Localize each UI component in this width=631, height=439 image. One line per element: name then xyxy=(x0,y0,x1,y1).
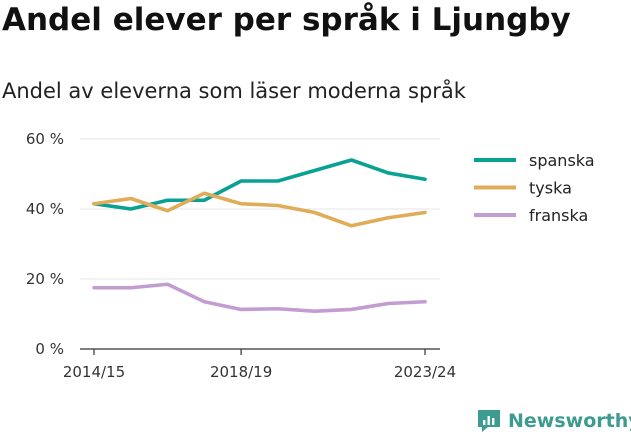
series-line-franska xyxy=(92,282,427,314)
brand-name: Newsworthy xyxy=(508,410,631,432)
legend-label-spanska: spanska xyxy=(529,151,595,170)
y-tick-label: 60 % xyxy=(26,130,64,148)
y-tick-label: 0 % xyxy=(35,340,64,358)
brand-logo: Newsworthy xyxy=(476,408,631,434)
y-tick-label: 20 % xyxy=(26,270,64,288)
y-axis-labels: 0 % 20 % 40 % 60 % xyxy=(26,130,64,358)
legend-label-tyska: tyska xyxy=(529,179,572,198)
newsworthy-logo-icon xyxy=(478,410,500,432)
series-lines xyxy=(92,158,427,314)
x-axis: 2014/15 2018/19 2023/24 xyxy=(63,348,456,381)
x-tick-label: 2018/19 xyxy=(210,363,272,381)
x-tick-label: 2023/24 xyxy=(394,363,456,381)
legend: spanska tyska franska xyxy=(474,151,595,225)
chart-subtitle: Andel av eleverna som läser moderna språ… xyxy=(2,79,466,103)
legend-label-franska: franska xyxy=(529,206,588,225)
x-tick-label: 2014/15 xyxy=(63,363,125,381)
grid-lines xyxy=(80,138,440,280)
chart-title: Andel elever per språk i Ljungby xyxy=(2,2,571,38)
y-tick-label: 40 % xyxy=(26,200,64,218)
series-line-tyska xyxy=(92,191,427,228)
